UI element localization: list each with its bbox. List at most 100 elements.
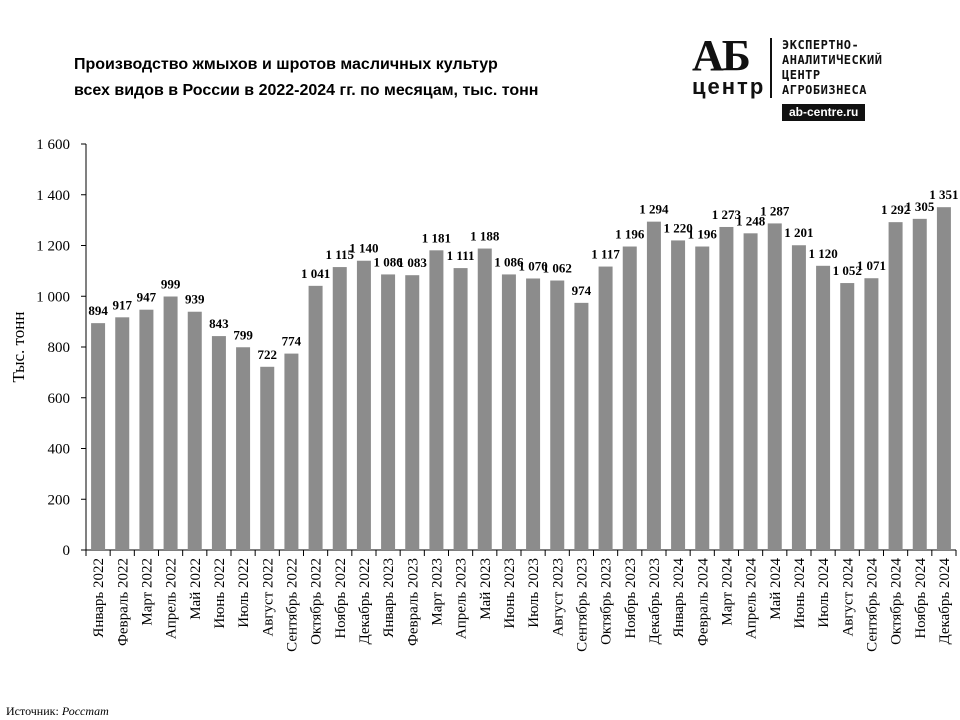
bar-value-label: 1 086 bbox=[494, 254, 524, 269]
bar bbox=[767, 223, 782, 550]
bar bbox=[526, 278, 541, 550]
bar-value-label: 1 287 bbox=[760, 203, 790, 218]
bar bbox=[163, 296, 178, 550]
x-tick-label: Февраль 2022 bbox=[115, 558, 131, 646]
logo-word: центр bbox=[692, 74, 766, 99]
y-tick-label: 1 000 bbox=[36, 289, 70, 305]
x-tick-label: Август 2022 bbox=[260, 558, 276, 637]
x-tick-label: Апрель 2022 bbox=[164, 558, 180, 639]
x-tick-label: Ноябрь 2023 bbox=[623, 558, 639, 639]
x-tick-label: Январь 2024 bbox=[671, 558, 687, 638]
y-tick-label: 0 bbox=[63, 543, 71, 559]
logo-desc-line-3: ЦЕНТР bbox=[782, 68, 821, 82]
x-tick-label: Август 2023 bbox=[550, 558, 566, 637]
chart-title-line-1: Производство жмыхов и шротов масличных к… bbox=[74, 56, 498, 73]
y-tick-label: 200 bbox=[48, 492, 71, 508]
y-tick-label: 1 200 bbox=[36, 239, 70, 255]
bar-value-label: 1 196 bbox=[615, 227, 645, 242]
x-tick-label: Август 2024 bbox=[840, 558, 856, 637]
bar bbox=[550, 280, 565, 550]
bar-value-label: 1 188 bbox=[470, 229, 500, 244]
bar-value-label: 947 bbox=[137, 290, 157, 305]
bar-value-label: 939 bbox=[185, 292, 205, 307]
bar-value-label: 1 086 bbox=[373, 254, 403, 269]
logo-desc-line-4: АГРОБИЗНЕСА bbox=[782, 83, 867, 97]
bar-value-label: 1 273 bbox=[712, 207, 742, 222]
bar bbox=[719, 226, 734, 550]
bar-value-label: 1 070 bbox=[518, 258, 547, 273]
source-note: Источник: Росстат bbox=[6, 704, 109, 719]
x-tick-label: Октябрь 2022 bbox=[309, 558, 325, 645]
bar bbox=[743, 233, 758, 550]
bar bbox=[381, 274, 396, 550]
bar-value-label: 999 bbox=[161, 277, 181, 292]
bar bbox=[501, 274, 516, 550]
x-tick-label: Сентябрь 2023 bbox=[574, 558, 590, 652]
bar bbox=[598, 266, 613, 550]
y-tick-label: 600 bbox=[48, 391, 71, 407]
bar-value-label: 774 bbox=[282, 334, 302, 349]
bar-value-label: 1 111 bbox=[447, 248, 475, 263]
bar bbox=[211, 336, 226, 550]
x-tick-label: Июнь 2023 bbox=[502, 558, 518, 629]
logo-desc-line-1: ЭКСПЕРТНО- bbox=[782, 38, 860, 52]
bar bbox=[622, 246, 637, 550]
x-tick-label: Октябрь 2024 bbox=[889, 558, 905, 645]
bar bbox=[912, 218, 927, 550]
bar bbox=[405, 275, 420, 550]
bar-value-label: 1 294 bbox=[639, 202, 669, 217]
x-tick-label: Ноябрь 2024 bbox=[913, 558, 929, 639]
bar bbox=[284, 353, 299, 550]
bar-value-label: 917 bbox=[113, 297, 133, 312]
bar bbox=[574, 302, 589, 550]
x-tick-label: Май 2024 bbox=[768, 558, 784, 620]
bar bbox=[936, 207, 951, 550]
source-label: Источник: bbox=[6, 704, 59, 718]
bar bbox=[816, 265, 831, 550]
logo-description: ЭКСПЕРТНО- АНАЛИТИЧЕСКИЙ ЦЕНТР АГРОБИЗНЕ… bbox=[782, 38, 882, 98]
x-tick-label: Март 2024 bbox=[719, 558, 735, 626]
x-tick-label: Сентябрь 2022 bbox=[284, 558, 300, 652]
bar-value-label: 1 248 bbox=[736, 213, 766, 228]
bar bbox=[260, 366, 275, 550]
logo-desc-line-2: АНАЛИТИЧЕСКИЙ bbox=[782, 53, 883, 67]
bar-value-label: 1 083 bbox=[398, 255, 428, 270]
x-tick-label: Январь 2022 bbox=[91, 558, 107, 638]
x-tick-label: Май 2022 bbox=[188, 558, 204, 620]
x-tick-label: Февраль 2024 bbox=[695, 558, 711, 646]
x-tick-label: Апрель 2023 bbox=[454, 558, 470, 639]
bar-value-label: 894 bbox=[88, 303, 108, 318]
x-tick-label: Июль 2023 bbox=[526, 558, 542, 628]
bar bbox=[139, 309, 154, 550]
x-tick-label: Ноябрь 2022 bbox=[333, 558, 349, 639]
bar-value-label: 1 196 bbox=[688, 227, 718, 242]
bar-value-label: 1 220 bbox=[663, 220, 692, 235]
logo-site: ab-centre.ru bbox=[782, 104, 866, 121]
bar-value-label: 843 bbox=[209, 316, 229, 331]
bar-value-label: 1 292 bbox=[881, 202, 910, 217]
bar bbox=[356, 260, 371, 550]
bar-value-label: 1 071 bbox=[857, 258, 886, 273]
x-tick-label: Февраль 2023 bbox=[405, 558, 421, 646]
bar-value-label: 1 201 bbox=[784, 225, 813, 240]
y-tick-label: 1 400 bbox=[36, 188, 70, 204]
bar-value-label: 1 305 bbox=[905, 199, 935, 214]
bar-value-label: 1 181 bbox=[422, 230, 451, 245]
bar-value-label: 1 351 bbox=[929, 187, 958, 202]
bar bbox=[477, 248, 492, 551]
x-tick-label: Июль 2022 bbox=[236, 558, 252, 628]
x-tick-label: Апрель 2024 bbox=[744, 558, 760, 640]
bar-value-label: 1 140 bbox=[349, 241, 378, 256]
bar bbox=[791, 245, 806, 550]
bar bbox=[840, 283, 855, 550]
bar-value-label: 1 052 bbox=[833, 263, 862, 278]
x-tick-label: Декабрь 2023 bbox=[647, 558, 663, 645]
bar bbox=[115, 317, 130, 550]
bar bbox=[236, 347, 251, 550]
y-tick-label: 800 bbox=[48, 340, 71, 356]
logo-letters: АБ bbox=[692, 31, 751, 80]
x-tick-label: Июль 2024 bbox=[816, 558, 832, 628]
bar-value-label: 974 bbox=[572, 283, 592, 298]
bar-value-label: 799 bbox=[233, 327, 253, 342]
